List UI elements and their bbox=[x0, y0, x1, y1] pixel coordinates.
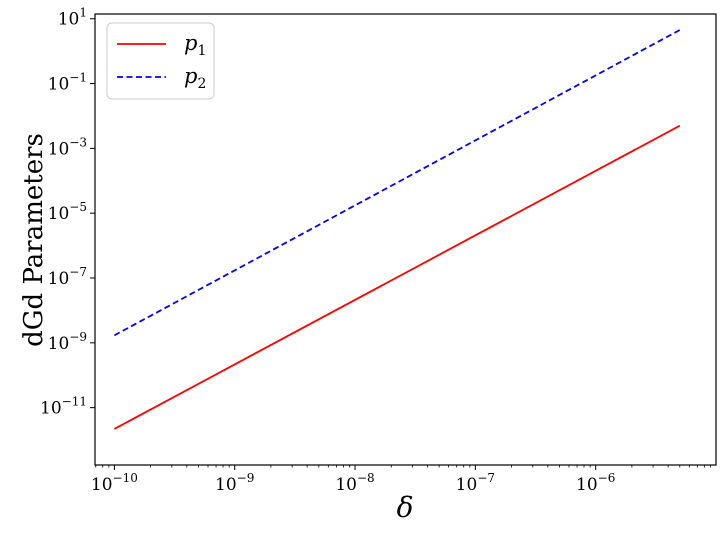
plot-frame bbox=[94, 13, 717, 466]
x-axis: 10−10 10−9 10−8 10−7 10−6 bbox=[91, 465, 711, 495]
legend-label-p2: p2 bbox=[184, 64, 206, 92]
y-tick-label: 10−9 bbox=[48, 330, 87, 354]
y-tick-label: 10−1 bbox=[48, 71, 87, 95]
x-axis-label: δ bbox=[397, 491, 414, 524]
y-axis-label: dGd Parameters bbox=[19, 133, 49, 347]
legend-box bbox=[106, 22, 215, 100]
series-line-p1 bbox=[113, 124, 681, 430]
y-tick-label: 10−5 bbox=[48, 200, 87, 224]
legend: p1 p2 bbox=[106, 22, 215, 100]
x-tick-label: 10−6 bbox=[576, 471, 615, 495]
y-axis: 101 10−1 10−3 10−5 10−7 10−9 10−11 bbox=[40, 6, 95, 419]
x-tick-label: 10−7 bbox=[456, 471, 495, 495]
x-tick-label: 10−8 bbox=[335, 471, 374, 495]
x-tick-label: 10−10 bbox=[91, 471, 138, 495]
legend-label-p1: p1 bbox=[184, 31, 206, 59]
y-tick-label: 10−3 bbox=[48, 135, 87, 159]
series-layer bbox=[113, 29, 681, 430]
x-tick-label: 10−9 bbox=[215, 471, 254, 495]
y-tick-label: 101 bbox=[58, 6, 87, 30]
series-line-p2 bbox=[113, 29, 681, 337]
y-tick-label: 10−11 bbox=[40, 395, 87, 419]
y-tick-label: 10−7 bbox=[48, 265, 87, 289]
